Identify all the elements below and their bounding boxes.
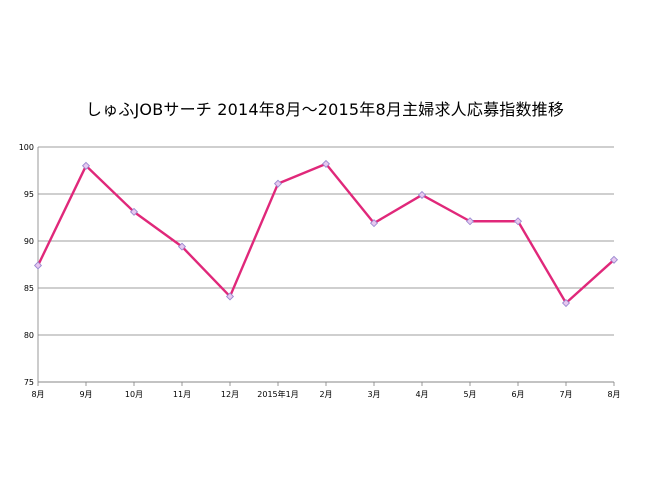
- y-tick-label: 85: [24, 284, 34, 293]
- data-point: [273, 179, 283, 188]
- x-tick-label: 3月: [367, 390, 380, 399]
- data-point: [561, 299, 571, 308]
- x-tick-label: 8月: [31, 390, 44, 399]
- y-tick-labels: 75 80 85 90 95 100: [19, 143, 34, 387]
- data-point: [177, 242, 187, 251]
- data-point: [513, 217, 523, 226]
- y-tick-label: 75: [24, 378, 34, 387]
- data-point: [369, 219, 379, 228]
- data-point: [33, 261, 43, 270]
- y-tick-label: 90: [24, 237, 34, 246]
- data-point: [225, 292, 235, 301]
- series-line-group: [36, 162, 615, 305]
- axes: [37, 147, 615, 386]
- data-point: [129, 207, 139, 216]
- series-line: [36, 162, 615, 305]
- x-tick-label: 2月: [319, 390, 332, 399]
- chart-title: しゅふJOBサーチ 2014年8月～2015年8月主婦求人応募指数推移: [85, 100, 565, 119]
- x-tick-label: 11月: [173, 390, 191, 399]
- y-tick-label: 100: [19, 143, 34, 152]
- data-markers: [33, 159, 619, 308]
- x-tick-label: 8月: [607, 390, 620, 399]
- grid-lines: [38, 146, 614, 383]
- x-tick-label: 7月: [559, 390, 572, 399]
- data-point: [81, 161, 91, 170]
- x-tick-label: 2015年1月: [257, 389, 298, 399]
- x-tick-label: 12月: [221, 390, 239, 399]
- x-tick-label: 5月: [463, 390, 476, 399]
- x-tick-labels: 8月 9月 10月 11月 12月 2015年1月 2月 3月 4月 5月 6月 7月 8月: [31, 389, 620, 399]
- data-point: [321, 159, 331, 168]
- y-tick-label: 80: [24, 331, 34, 340]
- y-tick-label: 95: [24, 190, 34, 199]
- x-tick-label: 10月: [125, 390, 143, 399]
- data-point: [465, 217, 475, 226]
- x-tick-label: 9月: [79, 390, 92, 399]
- x-tick-label: 6月: [511, 390, 524, 399]
- x-tick-label: 4月: [415, 390, 428, 399]
- data-point: [609, 255, 619, 264]
- data-point: [417, 190, 427, 199]
